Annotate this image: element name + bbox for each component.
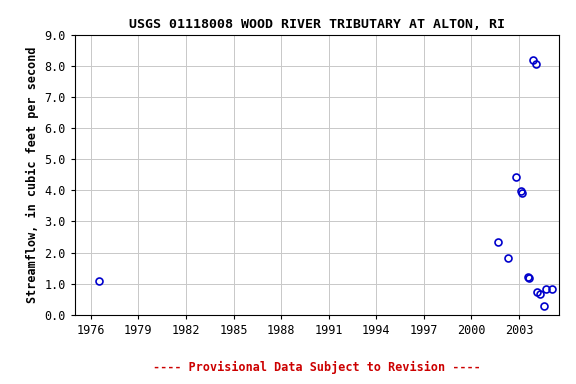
- Text: ---- Provisional Data Subject to Revision ----: ---- Provisional Data Subject to Revisio…: [153, 361, 481, 374]
- Title: USGS 01118008 WOOD RIVER TRIBUTARY AT ALTON, RI: USGS 01118008 WOOD RIVER TRIBUTARY AT AL…: [129, 18, 505, 31]
- Y-axis label: Streamflow, in cubic feet per second: Streamflow, in cubic feet per second: [26, 46, 39, 303]
